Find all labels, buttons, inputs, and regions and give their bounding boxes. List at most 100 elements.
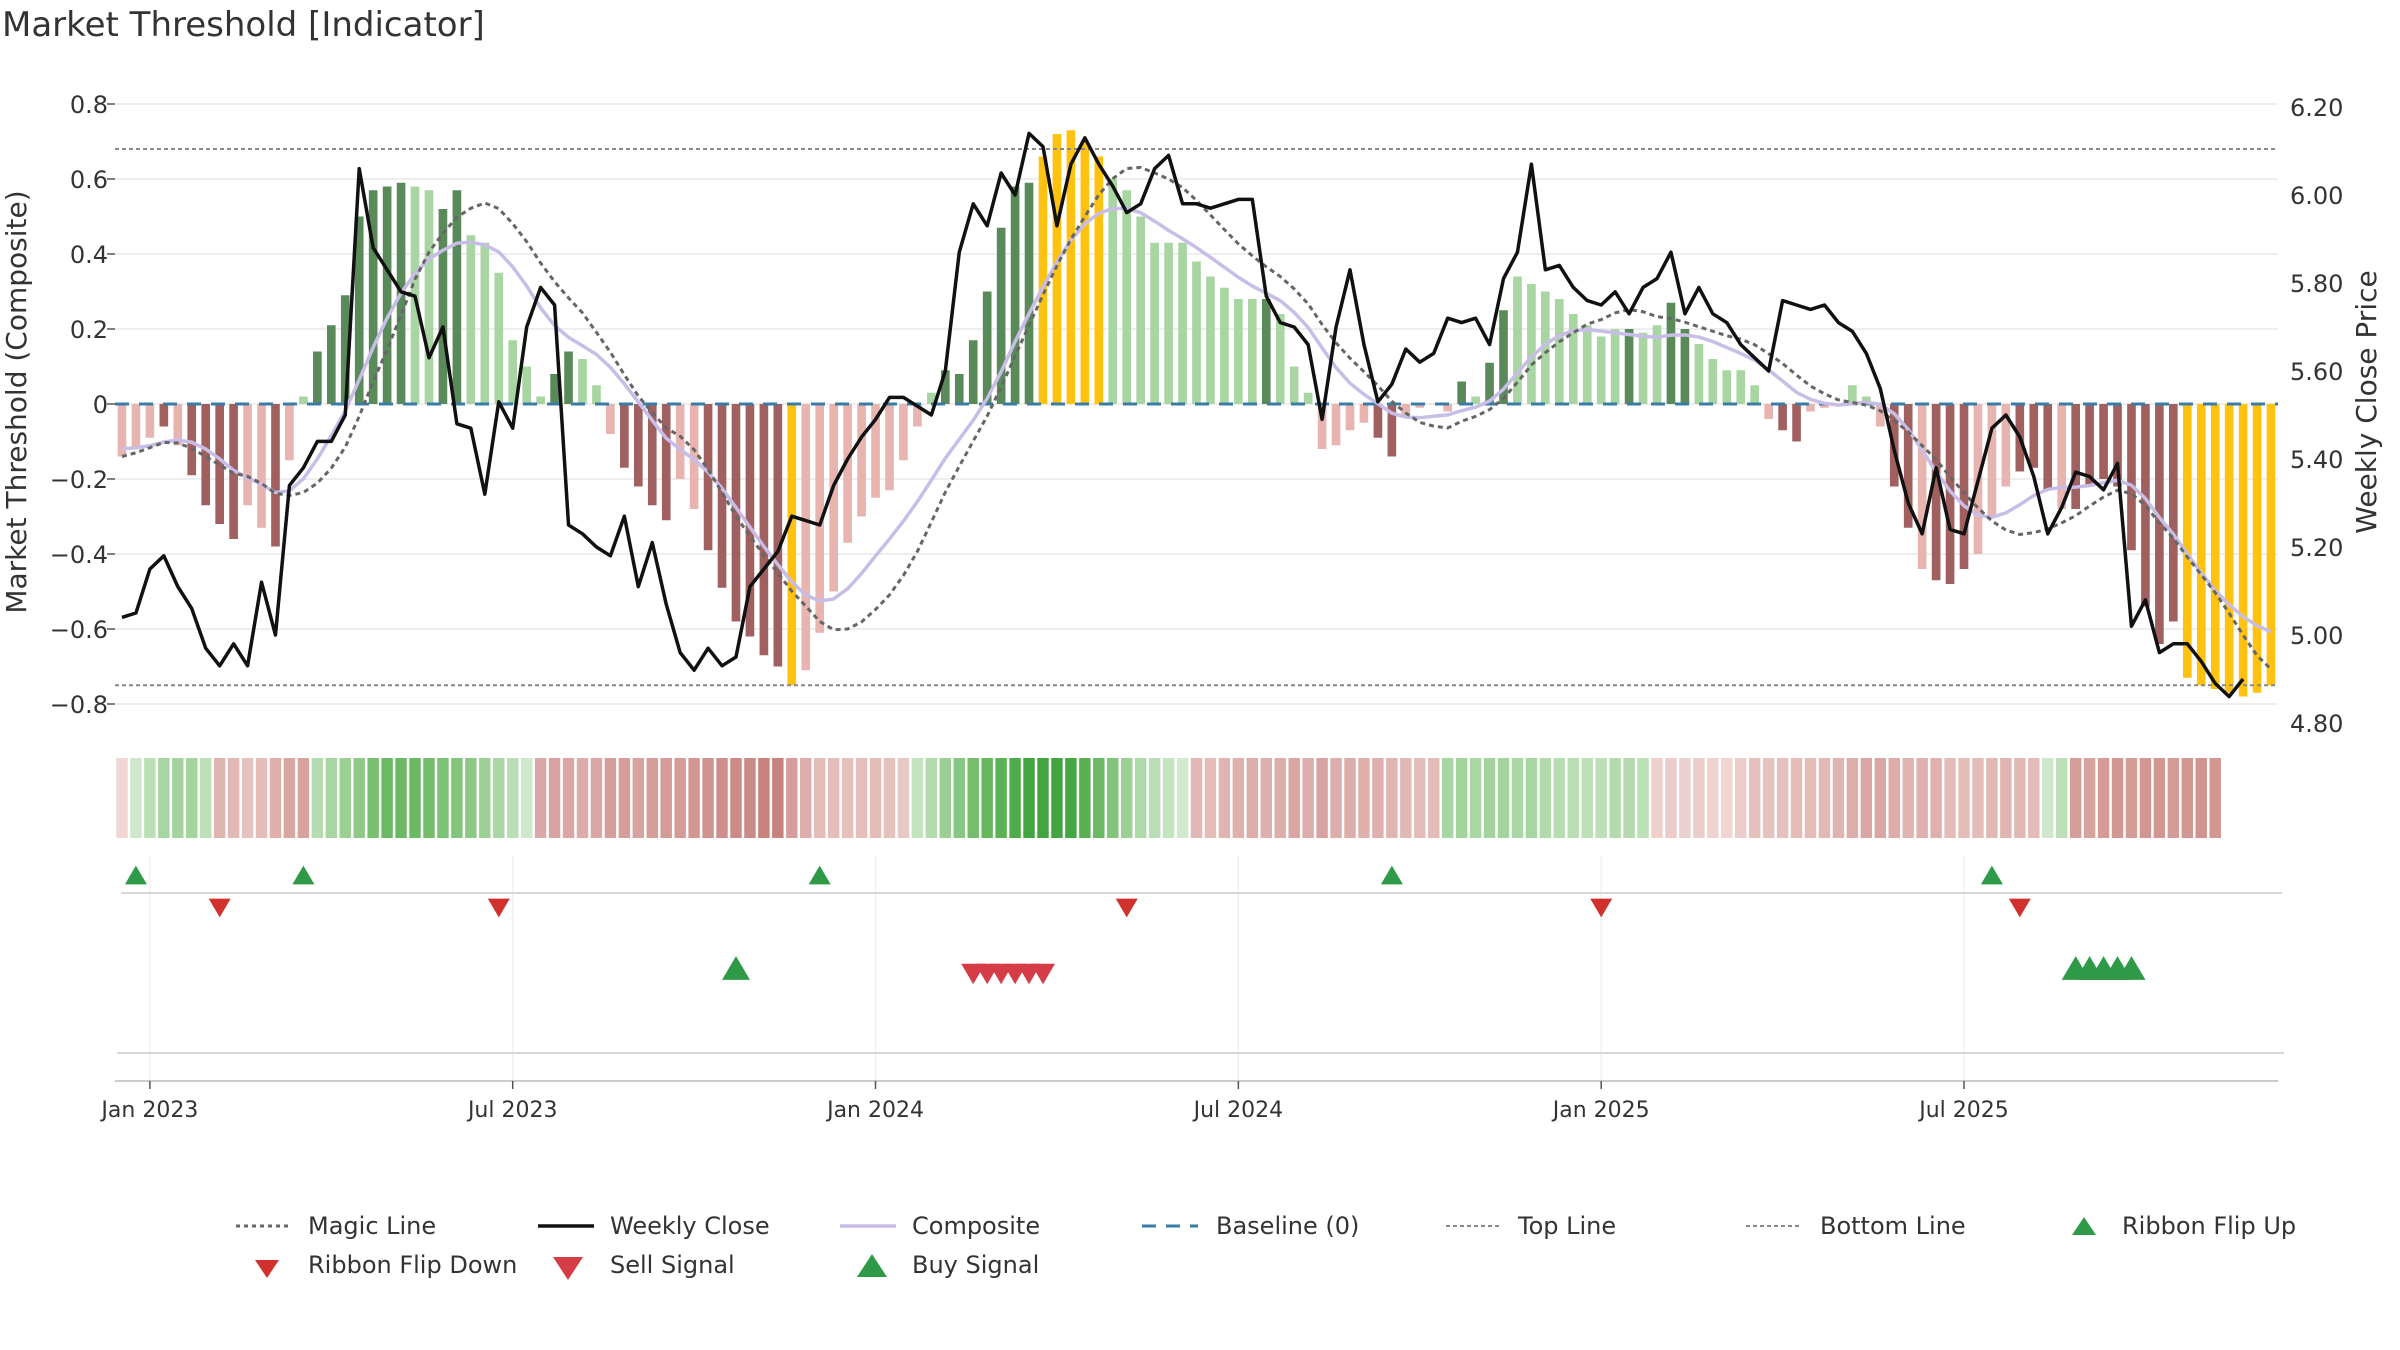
composite-bar [452, 190, 462, 404]
composite-bar [1499, 310, 1508, 404]
ribbon-cell [1581, 758, 1593, 838]
composite-bar [1331, 404, 1341, 446]
composite-bar [745, 404, 755, 637]
composite-bar [1234, 299, 1243, 404]
ribbon-cell [674, 758, 686, 838]
ribbon-cell [2069, 758, 2082, 838]
ribbon-cell [1441, 758, 1454, 838]
ribbon-cell [1190, 758, 1203, 838]
composite-bar [271, 404, 280, 547]
composite-bar [1345, 404, 1355, 431]
composite-bar [382, 186, 392, 404]
ribbon-cell [227, 758, 240, 838]
ribbon-cell [758, 758, 770, 838]
ribbon-flip-up-marker [1980, 865, 2003, 885]
ribbon-cell [1121, 758, 1133, 838]
composite-bar [787, 404, 797, 686]
composite-bar [117, 404, 127, 457]
ribbon-cell [1483, 758, 1496, 838]
composite-bar [982, 291, 992, 404]
composite-bar [215, 404, 224, 524]
ribbon-cell [1972, 758, 1984, 838]
ribbon-flip-down-marker [487, 898, 510, 918]
composite-bar [424, 190, 434, 404]
composite-bar [1820, 404, 1829, 408]
legend-item-baseline: Baseline (0) [1142, 1212, 1359, 1240]
legend-label-bottom-line: Bottom Line [1820, 1212, 1966, 1240]
composite-bar [1848, 385, 1857, 404]
y-left-tick-label: −0.2 [50, 466, 108, 494]
ribbon-cell [1400, 758, 1412, 838]
ribbon-cell [144, 758, 156, 838]
ribbon-cell [939, 758, 952, 838]
ribbon-cell [2209, 758, 2221, 838]
ribbon-cell [2000, 758, 2012, 838]
legend-label-weekly-close: Weekly Close [610, 1212, 770, 1240]
composite-bar [1443, 404, 1453, 412]
composite-bar [885, 404, 894, 491]
composite-bar [1596, 336, 1606, 404]
composite-bar [1289, 366, 1299, 404]
ribbon-cell [465, 758, 477, 838]
ribbon-cell [1288, 758, 1300, 838]
composite-bar [243, 404, 252, 506]
ribbon-cell [1176, 758, 1189, 838]
composite-bar [843, 404, 852, 543]
ribbon-cell [548, 758, 561, 838]
ribbon-cell [130, 758, 142, 838]
ribbon-cell [1846, 758, 1859, 838]
composite-bar [1541, 291, 1550, 404]
composite-bar [438, 209, 448, 404]
ribbon-cell [1539, 758, 1552, 838]
ribbon-cell [1204, 758, 1217, 838]
composite-bar [313, 351, 322, 404]
ribbon-cell [172, 758, 184, 838]
composite-bar [1959, 404, 1969, 569]
composite-bar [1275, 314, 1285, 404]
ribbon-flip-down-icon [255, 1260, 279, 1278]
ribbon-cell [1218, 758, 1231, 838]
ribbon-cell [1748, 758, 1761, 838]
legend-item-ribbon-flip-up: Ribbon Flip Up [2072, 1212, 2296, 1240]
ribbon-cell [2083, 758, 2096, 838]
composite-bar [1666, 302, 1676, 404]
composite-bar [1317, 404, 1327, 449]
y-right-tick-label: 5.00 [2290, 622, 2343, 650]
ribbon-cell [297, 758, 310, 838]
buy-signal-marker [2117, 956, 2146, 980]
composite-bar [815, 404, 825, 633]
ribbon-cell [409, 758, 421, 838]
ribbon-cell [1762, 758, 1775, 838]
composite-bar [354, 216, 364, 404]
composite-bar [1555, 299, 1564, 404]
y-left-tick-label: 0.8 [70, 91, 108, 119]
composite-bar [159, 404, 169, 427]
composite-bar [1206, 276, 1215, 404]
y-right-tick-label: 5.60 [2290, 358, 2343, 386]
legend-label-baseline: Baseline (0) [1216, 1212, 1359, 1240]
composite-bar [257, 404, 266, 528]
composite-bar [550, 374, 559, 404]
composite-bar [689, 404, 699, 509]
composite-bar [131, 404, 141, 449]
buy-signal-icon [857, 1254, 887, 1277]
y-left-tick-label: 0.2 [70, 316, 108, 344]
ribbon-cell [1651, 758, 1663, 838]
legend-label-ribbon-flip-up: Ribbon Flip Up [2122, 1212, 2296, 1240]
composite-bar [2224, 404, 2234, 693]
ribbon-cell [493, 758, 505, 838]
ribbon-flip-up-marker [124, 865, 147, 885]
composite-bar [494, 272, 504, 404]
ribbon-cell [1665, 758, 1677, 838]
ribbon-cell [1735, 758, 1747, 838]
ribbon-cell [506, 758, 519, 838]
composite-bar [1638, 332, 1648, 404]
composite-bar [1066, 130, 1076, 404]
ribbon-cell [1148, 758, 1161, 838]
ribbon-cell [1232, 758, 1245, 838]
ribbon-cell [325, 758, 338, 838]
composite-bar [480, 242, 490, 404]
magic-line [121, 165, 2273, 671]
composite-bar [2238, 404, 2248, 697]
composite-bar [2252, 404, 2262, 693]
